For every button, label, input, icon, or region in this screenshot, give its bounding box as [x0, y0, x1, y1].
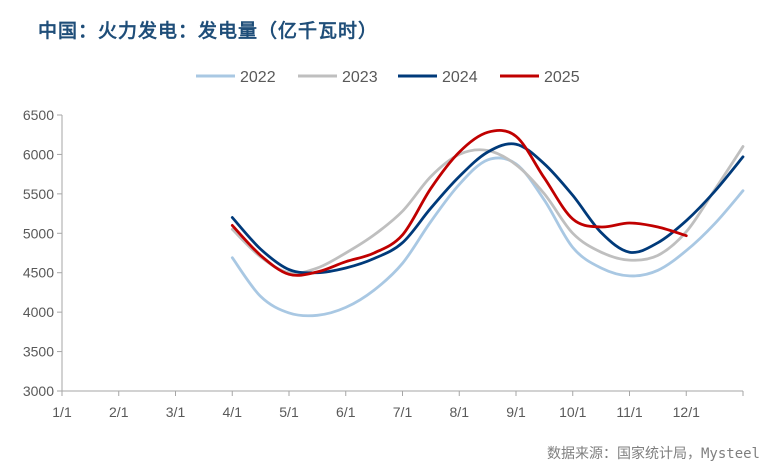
x-tick-label: 10/1 — [559, 404, 586, 420]
y-tick-label: 5500 — [23, 186, 54, 202]
x-tick-label: 11/1 — [616, 404, 642, 420]
legend-label-2025: 2025 — [544, 69, 580, 86]
y-tick-label: 6500 — [23, 107, 54, 123]
series-line-2024 — [230, 142, 745, 275]
x-tick-label: 7/1 — [393, 404, 413, 420]
y-tick-label: 3000 — [23, 383, 54, 399]
x-tick-label: 4/1 — [223, 404, 243, 420]
chart-title: 中国：火力发电：发电量（亿千瓦时） — [38, 20, 379, 42]
x-tick-label: 6/1 — [336, 404, 356, 420]
y-tick-label: 4000 — [23, 304, 54, 320]
y-tick-label: 4500 — [23, 265, 54, 281]
legend-label-2023: 2023 — [342, 69, 378, 86]
y-tick-label: 5000 — [23, 225, 54, 241]
x-tick-label: 5/1 — [279, 404, 299, 420]
x-tick-label: 9/1 — [506, 404, 526, 420]
source-note: 数据来源：国家统计局，Mysteel — [546, 446, 760, 462]
legend-label-2024: 2024 — [442, 69, 478, 86]
series-line-2022 — [230, 156, 745, 318]
legend: 2022 2023 2024 2025 — [196, 69, 580, 86]
series-line-2023 — [230, 145, 745, 275]
x-tick-label: 8/1 — [450, 404, 470, 420]
series-lines — [230, 129, 745, 318]
x-tick-label: 1/1 — [52, 404, 72, 420]
x-tick-label: 3/1 — [166, 404, 186, 420]
axes: 3000 3500 4000 4500 5000 5500 6000 6500 1/1 2/1 3/… — [23, 107, 744, 420]
x-tick-label: 12/1 — [673, 404, 700, 420]
legend-label-2022: 2022 — [240, 69, 276, 86]
x-tick-label: 2/1 — [109, 404, 129, 420]
y-tick-label: 6000 — [23, 146, 54, 162]
series-line-2025 — [230, 129, 688, 277]
y-tick-label: 3500 — [23, 344, 54, 360]
